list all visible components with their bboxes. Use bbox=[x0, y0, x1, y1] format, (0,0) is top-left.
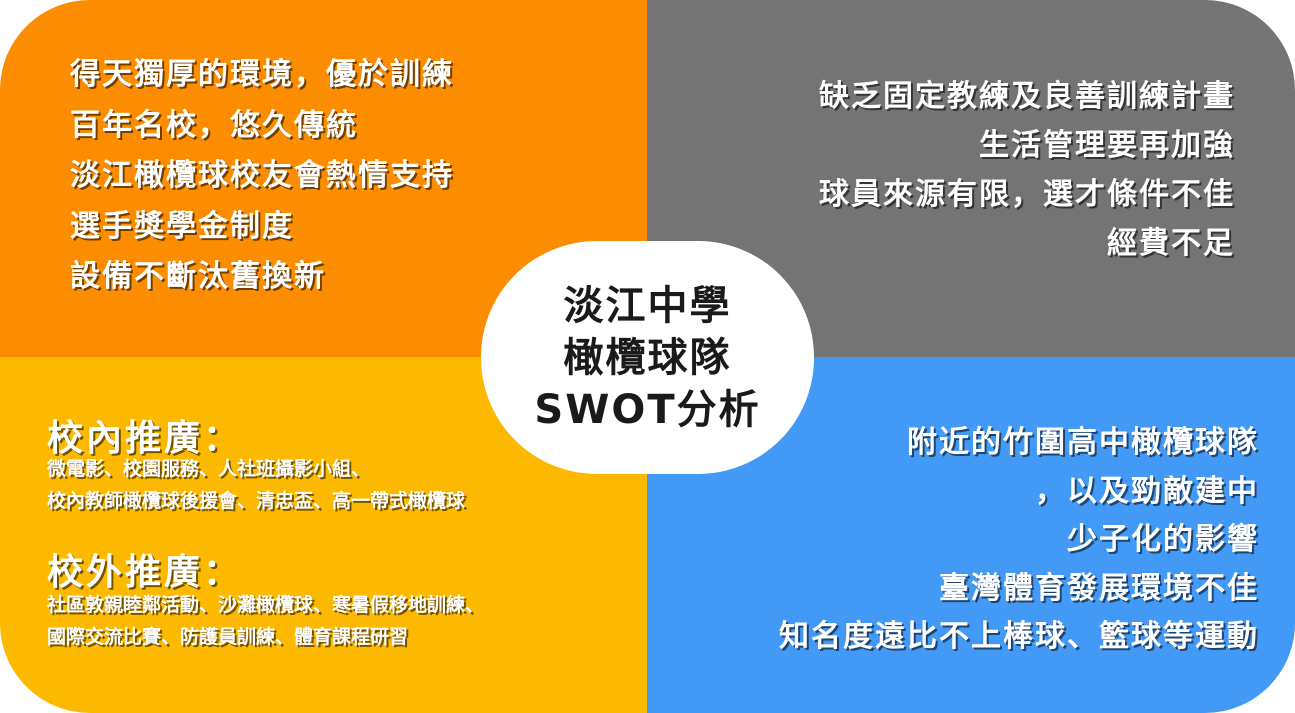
internal-promotion-details: 微電影、校園服務、人社班攝影小組、 校內教師橄欖球後援會、清忠盃、高一帶式橄欖球 bbox=[47, 453, 465, 517]
threat-item: ，以及勁敵建中 bbox=[1035, 473, 1259, 509]
opportunities-quadrant: 校內推廣： 微電影、校園服務、人社班攝影小組、 校內教師橄欖球後援會、清忠盃、高… bbox=[0, 357, 647, 713]
center-title: 淡江中學 橄欖球隊 SWOT分析 bbox=[534, 280, 760, 436]
weakness-item: 經費不足 bbox=[1107, 226, 1235, 261]
weaknesses-list: 缺乏固定教練及良善訓練計畫 生活管理要再加強 球員來源有限，選才條件不佳 經費不… bbox=[819, 72, 1235, 268]
center-title-line: SWOT分析 bbox=[534, 386, 761, 433]
strength-item: 設備不斷汰舊換新 bbox=[70, 259, 326, 294]
strengths-list: 得天獨厚的環境，優於訓練 百年名校，悠久傳統 淡江橄欖球校友會熱情支持 選手獎學… bbox=[70, 50, 454, 303]
weakness-item: 生活管理要再加強 bbox=[979, 128, 1235, 163]
internal-promotion-heading: 校內推廣： bbox=[47, 418, 243, 459]
center-title-line: 橄欖球隊 bbox=[563, 334, 732, 381]
center-title-badge: 淡江中學 橄欖球隊 SWOT分析 bbox=[481, 241, 814, 474]
strength-item: 選手獎學金制度 bbox=[70, 208, 294, 244]
internal-promotion-line: 校內教師橄欖球後援會、清忠盃、高一帶式橄欖球 bbox=[47, 490, 466, 512]
strengths-quadrant: 得天獨厚的環境，優於訓練 百年名校，悠久傳統 淡江橄欖球校友會熱情支持 選手獎學… bbox=[0, 0, 647, 357]
strength-item: 淡江橄欖球校友會熱情支持 bbox=[70, 158, 454, 193]
external-promotion-line: 社區敦親睦鄰活動、沙灘橄欖球、寒暑假移地訓練、 bbox=[47, 594, 485, 616]
external-promotion-line: 國際交流比賽、防護員訓練、體育課程研習 bbox=[47, 626, 409, 648]
threat-item: 臺灣體育發展環境不佳 bbox=[939, 570, 1259, 606]
external-promotion-heading: 校外推廣： bbox=[47, 552, 243, 593]
weakness-item: 球員來源有限，選才條件不佳 bbox=[819, 177, 1235, 212]
external-promotion-details: 社區敦親睦鄰活動、沙灘橄欖球、寒暑假移地訓練、 國際交流比賽、防護員訓練、體育課… bbox=[47, 589, 484, 653]
threat-item: 知名度遠比不上棒球、籃球等運動 bbox=[779, 619, 1259, 654]
internal-promotion-line: 微電影、校園服務、人社班攝影小組、 bbox=[47, 458, 371, 480]
weakness-item: 缺乏固定教練及良善訓練計畫 bbox=[819, 79, 1235, 114]
threat-item: 少子化的影響 bbox=[1067, 522, 1259, 557]
threats-list: 附近的竹圍高中橄欖球隊 ，以及勁敵建中 少子化的影響 臺灣體育發展環境不佳 知名… bbox=[779, 419, 1259, 662]
strength-item: 得天獨厚的環境，優於訓練 bbox=[70, 57, 454, 92]
threat-item: 附近的竹圍高中橄欖球隊 bbox=[907, 425, 1259, 460]
threats-quadrant: 附近的竹圍高中橄欖球隊 ，以及勁敵建中 少子化的影響 臺灣體育發展環境不佳 知名… bbox=[647, 357, 1295, 713]
center-title-line: 淡江中學 bbox=[563, 282, 732, 329]
strength-item: 百年名校，悠久傳統 bbox=[70, 107, 358, 143]
